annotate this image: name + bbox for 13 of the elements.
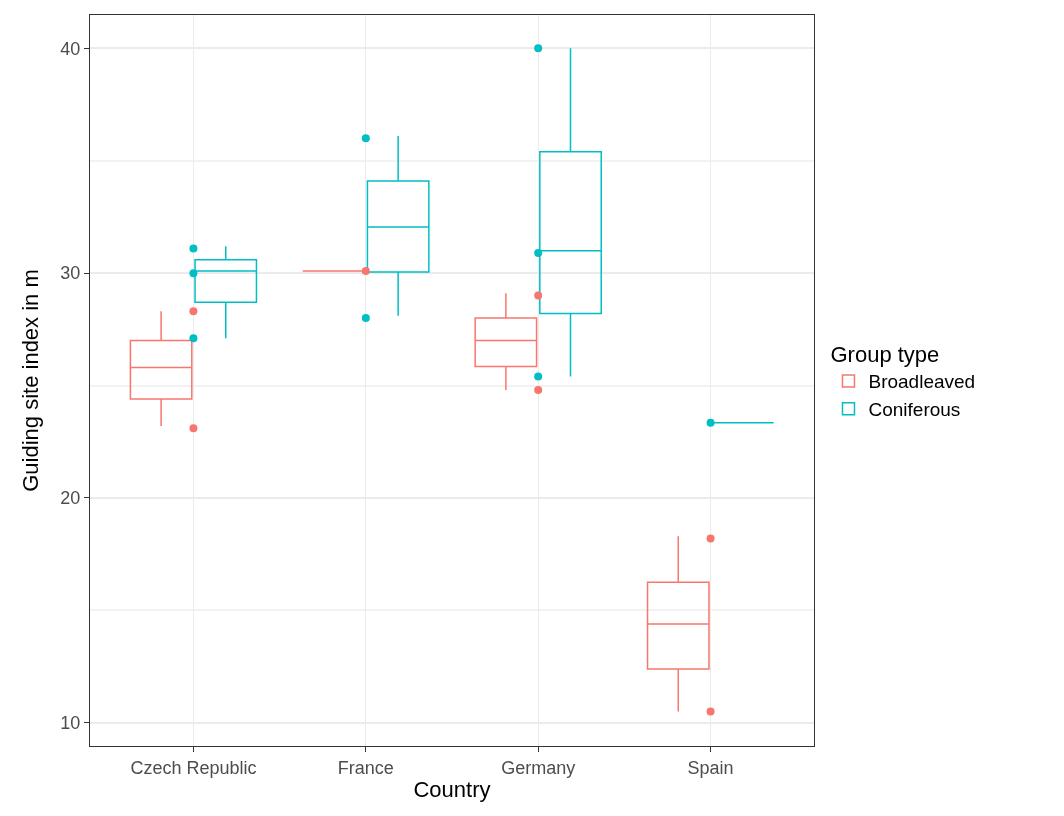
x-tick-label: Germany [501,757,576,778]
y-tick-label: 40 [60,38,81,59]
y-tick-label: 20 [60,488,81,509]
x-axis-title: Country [413,777,491,803]
legend-label: Coniferous [868,399,961,421]
x-tick-label: Czech Republic [130,757,257,778]
y-axis-title: Guiding site index in m [18,269,44,492]
x-tick-label: Spain [687,757,734,778]
y-tick-label: 10 [60,713,81,734]
legend-label: Broadleaved [868,371,976,393]
y-tick-label: 30 [60,263,81,284]
legend-title: Group type [830,342,940,368]
x-tick-label: France [337,757,394,778]
